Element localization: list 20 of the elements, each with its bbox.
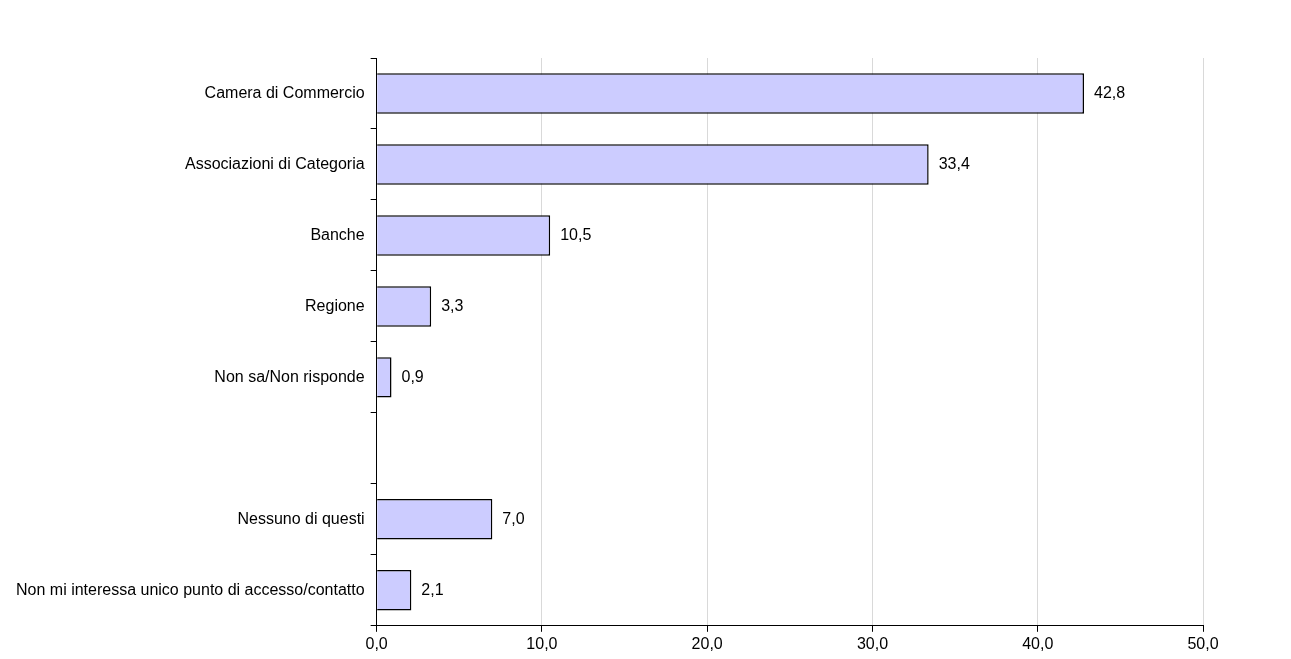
y-tick-label: Camera di Commercio	[204, 83, 365, 101]
data-label: 0,9	[401, 367, 424, 385]
x-tick-label: 30,0	[856, 634, 889, 652]
data-label: 33,4	[938, 154, 970, 172]
data-label: 42,8	[1094, 83, 1126, 101]
data-label: 3,3	[441, 296, 464, 314]
y-tick-label: Non sa/Non risponde	[214, 367, 365, 385]
y-tick-label: Nessuno di questi	[237, 509, 365, 527]
x-tick-label: 10,0	[526, 634, 558, 652]
y-tick-label: Regione	[305, 296, 365, 314]
y-tick-label: Banche	[310, 225, 365, 243]
x-tick-label: 50,0	[1187, 634, 1219, 652]
y-tick-label: Non mi interessa unico punto di accesso/contatto	[16, 580, 365, 598]
x-tick-label: 0,0	[365, 634, 388, 652]
data-label: 7,0	[502, 509, 525, 527]
x-tick-label: 20,0	[691, 634, 723, 652]
data-label: 2,1	[421, 580, 444, 598]
x-tick-label: 40,0	[1022, 634, 1054, 652]
y-tick-label: Associazioni di Categoria	[184, 154, 365, 172]
data-label: 10,5	[560, 225, 592, 243]
